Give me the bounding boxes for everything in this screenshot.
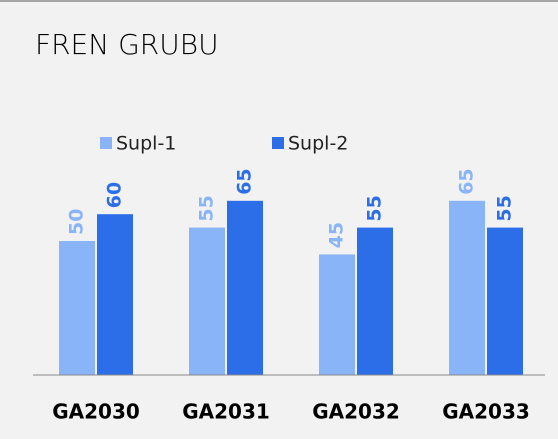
data-label: 60: [104, 182, 126, 208]
x-tick-label: GA2033: [442, 400, 530, 424]
x-tick-label: GA2032: [312, 400, 400, 424]
bar: [59, 241, 95, 375]
bar: [189, 227, 225, 375]
x-tick-label: GA2031: [182, 400, 270, 424]
data-label: 50: [66, 209, 88, 235]
bar: [97, 214, 133, 375]
data-label: 65: [456, 168, 478, 194]
bar: [227, 200, 263, 375]
chart-title: FREN GRUBU: [35, 28, 219, 61]
data-label: 55: [364, 195, 386, 221]
x-tick-label: GA2030: [52, 400, 140, 424]
bar: [487, 227, 523, 375]
legend-label: Supl-2: [288, 133, 348, 155]
data-label: 65: [234, 168, 256, 194]
bar: [319, 254, 355, 375]
legend-label: Supl-1: [116, 133, 176, 155]
data-label: 55: [494, 195, 516, 221]
bar: [357, 227, 393, 375]
data-label: 55: [196, 195, 218, 221]
legend-swatch: [100, 137, 112, 149]
data-label: 45: [326, 222, 348, 248]
legend-swatch: [272, 137, 284, 149]
bar: [449, 200, 485, 375]
